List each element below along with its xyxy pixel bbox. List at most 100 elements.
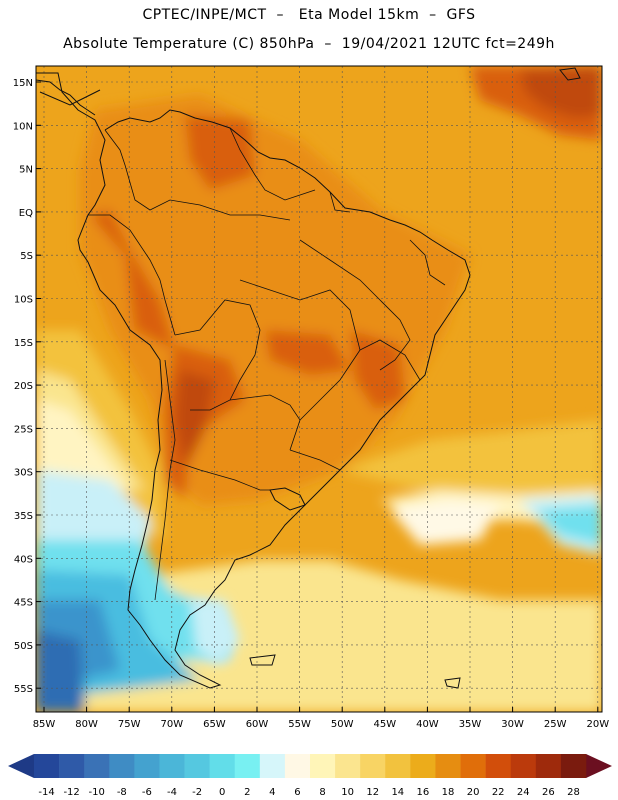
colorbar-tick-label: 18 xyxy=(442,787,455,798)
colorbar-tick-label: -10 xyxy=(89,787,105,798)
colorbar-cell xyxy=(485,754,512,778)
colorbar-cell xyxy=(159,754,185,778)
graticule xyxy=(36,66,602,712)
border-chile-argentina xyxy=(154,359,176,601)
field-hot-minas xyxy=(350,330,405,410)
field-northeast-very-hot xyxy=(520,66,602,118)
border-peru-ecuador xyxy=(88,214,176,336)
lon-tick-label: 30W xyxy=(501,719,524,730)
country-borders xyxy=(88,127,446,601)
field-hot-matogrosso xyxy=(265,330,350,375)
lat-tick-label: 45S xyxy=(14,598,33,609)
lon-tick-label: 60W xyxy=(246,719,269,730)
border-paraguay xyxy=(229,394,301,451)
border-brazil-states-1 xyxy=(299,239,411,371)
latitude-axis: 15N 10N 5N EQ 5S 10S 15S 20S 25S 30S 35S 40S 45S 50S 5… xyxy=(13,78,41,695)
field-cool-falklands xyxy=(220,600,320,660)
lon-tick-label: 40W xyxy=(416,719,439,730)
colorbar-high-arrow xyxy=(586,754,612,778)
lat-tick-label: 20S xyxy=(14,381,33,392)
temperature-field xyxy=(36,66,602,712)
colorbar-tick-label: 6 xyxy=(294,787,300,798)
map-frame xyxy=(35,65,603,713)
colorbar-tick-label: -12 xyxy=(63,787,79,798)
colorbar-cell xyxy=(560,754,587,778)
colorbar-tick-label: -6 xyxy=(142,787,152,798)
colorbar-tick-label: -4 xyxy=(167,787,177,798)
colorbar-tick-label: 26 xyxy=(542,787,555,798)
colorbar-cell xyxy=(34,754,60,778)
colorbar-cell xyxy=(460,754,486,778)
lon-tick-label: 85W xyxy=(33,719,56,730)
colorbar-cell xyxy=(535,754,562,778)
colorbar-tick-label: 16 xyxy=(417,787,430,798)
colorbar-cell xyxy=(360,754,386,778)
field-cool-tierra-del-fuego xyxy=(190,600,240,665)
colorbar-low-arrow xyxy=(8,754,34,778)
lon-tick-label: 75W xyxy=(118,719,141,730)
lon-tick-label: 20W xyxy=(586,719,609,730)
border-brazil-states-4 xyxy=(409,239,446,286)
coastline-rio-de-la-plata xyxy=(269,487,306,511)
lon-tick-label: 65W xyxy=(203,719,226,730)
colorbar-tick-label: -8 xyxy=(117,787,127,798)
border-venezuela-guyana xyxy=(229,127,316,201)
field-blue-dark xyxy=(36,630,85,712)
chart-title-line1: CPTEC/INPE/MCT – Eta Model 15km – GFS xyxy=(142,7,476,23)
lat-tick-label: 5N xyxy=(19,165,33,176)
colorbar-cell xyxy=(410,754,436,778)
border-uruguay xyxy=(289,449,341,471)
border-brazil-states-3 xyxy=(359,339,421,381)
coastline-central-america xyxy=(36,79,96,116)
colorbar-cell xyxy=(284,754,311,778)
lat-tick-label: 40S xyxy=(14,554,33,565)
lon-tick-label: 70W xyxy=(160,719,183,730)
coastline-falklands xyxy=(249,654,276,666)
colorbar-tick-label: 0 xyxy=(219,787,225,798)
lat-tick-label: 15S xyxy=(14,338,33,349)
lat-tick-label: 10N xyxy=(13,121,33,132)
coastline-caribbean xyxy=(39,89,101,106)
colorbar-tick-label: -14 xyxy=(38,787,54,798)
colorbar-tick-label: 14 xyxy=(391,787,404,798)
field-mild-atlantic xyxy=(340,420,602,500)
colorbar-cell xyxy=(84,754,110,778)
lat-tick-label: 30S xyxy=(14,468,33,479)
lon-tick-label: 45W xyxy=(373,719,396,730)
colorbar-tick-label: 4 xyxy=(269,787,275,798)
coastline-atlantic-island xyxy=(559,67,581,81)
colorbar-cell xyxy=(335,754,361,778)
field-hot-andes-peru xyxy=(90,210,175,350)
border-colombia xyxy=(104,129,291,221)
colorbar-tick-label: 12 xyxy=(366,787,379,798)
colorbar-cell xyxy=(59,754,85,778)
coastlines xyxy=(36,67,581,689)
lat-tick-label: EQ xyxy=(19,208,33,219)
lon-tick-label: 25W xyxy=(544,719,567,730)
border-argentina-north xyxy=(169,459,270,491)
coastline-south-georgia xyxy=(444,677,461,689)
colorbar-tick-label: -2 xyxy=(192,787,202,798)
lat-tick-label: 10S xyxy=(14,295,33,306)
border-brazil-states-2 xyxy=(239,279,361,421)
colorbar-cell xyxy=(109,754,135,778)
border-suriname xyxy=(329,191,351,213)
lat-tick-label: 35S xyxy=(14,511,33,522)
lat-tick-label: 25S xyxy=(14,424,33,435)
coastline-south-america xyxy=(36,72,471,689)
colorbar-tick-label: 8 xyxy=(319,787,325,798)
field-cream-atlantic xyxy=(390,500,500,545)
colorbar-tick-label: 24 xyxy=(517,787,530,798)
lon-tick-label: 80W xyxy=(75,719,98,730)
colorbar-cell xyxy=(510,754,537,778)
border-bolivia xyxy=(174,299,261,411)
lon-tick-label: 35W xyxy=(459,719,482,730)
colorbar-tick-label: 20 xyxy=(467,787,480,798)
lat-tick-label: 15N xyxy=(13,78,33,89)
colorbar-tick-label: 2 xyxy=(244,787,250,798)
colorbar-cell xyxy=(234,754,261,778)
longitude-axis: 85W 80W 75W 70W 65W 60W 55W 50W 45W 40W 35W 30W 25W 2… xyxy=(33,707,609,730)
colorbar-tick-label: 10 xyxy=(341,787,354,798)
colorbar-cell xyxy=(134,754,160,778)
